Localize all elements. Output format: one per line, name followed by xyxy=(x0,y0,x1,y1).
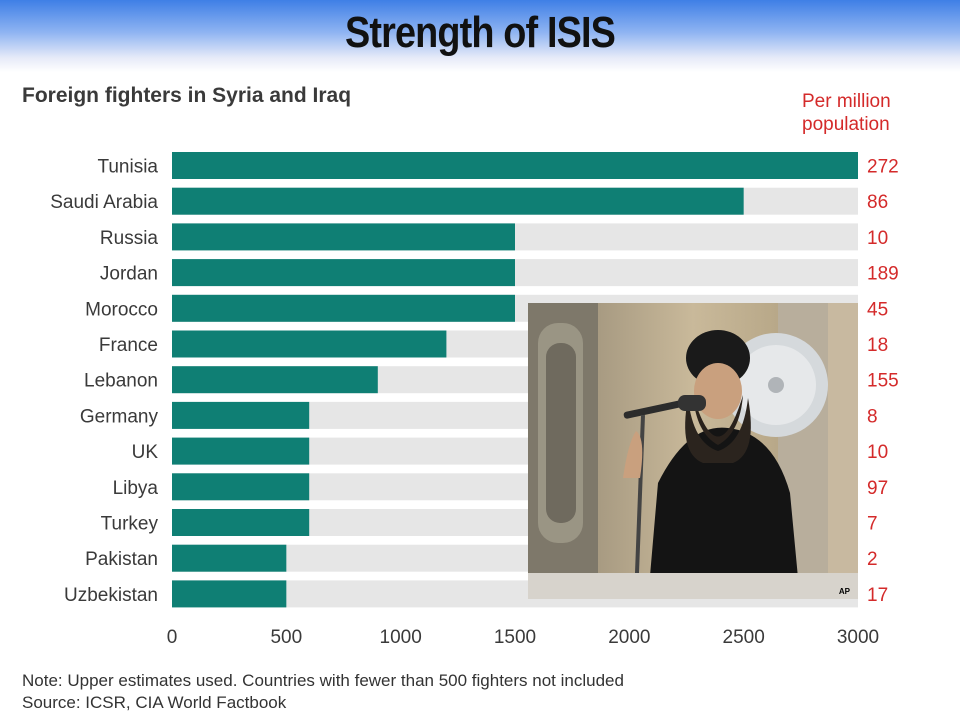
category-label: Lebanon xyxy=(84,371,158,392)
per-million-value: 45 xyxy=(867,299,888,320)
chart-title: Foreign fighters in Syria and Iraq xyxy=(22,84,352,107)
category-label: France xyxy=(99,335,158,356)
bar-morocco xyxy=(172,294,515,322)
per-million-value: 17 xyxy=(867,585,888,606)
bar-turkey xyxy=(172,509,310,536)
slide-title: Strength of ISIS xyxy=(344,8,616,57)
per-million-value: 18 xyxy=(867,335,888,356)
per-million-value: 7 xyxy=(867,514,878,535)
category-label: Turkey xyxy=(101,514,159,535)
chart-source: Source: ICSR, CIA World Factbook xyxy=(22,693,287,712)
x-tick-label: 1000 xyxy=(380,627,422,648)
category-label: Russia xyxy=(100,228,159,249)
per-million-value: 10 xyxy=(867,228,888,249)
category-label: Libya xyxy=(113,478,159,499)
per-million-value: 10 xyxy=(867,442,888,463)
category-label: Saudi Arabia xyxy=(50,192,158,213)
bar-saudi-arabia xyxy=(172,187,744,215)
inset-photo: AP xyxy=(528,303,858,599)
photo-watermark: AP xyxy=(839,587,851,596)
per-million-value: 97 xyxy=(867,478,888,499)
per-million-value: 86 xyxy=(867,192,888,213)
category-label: Germany xyxy=(80,406,159,427)
x-tick-label: 2000 xyxy=(608,627,650,648)
bar-uzbekistan xyxy=(172,580,287,608)
category-label: Jordan xyxy=(100,264,158,285)
bar-france xyxy=(172,330,447,358)
per-million-value: 2 xyxy=(867,549,878,570)
bar-germany xyxy=(172,401,310,429)
category-label: UK xyxy=(132,442,159,463)
per-million-header: Per million population xyxy=(802,91,891,135)
x-tick-label: 500 xyxy=(270,627,302,648)
bar-lebanon xyxy=(172,366,378,394)
x-tick-label: 1500 xyxy=(494,627,536,648)
bar-libya xyxy=(172,473,310,501)
per-million-value: 155 xyxy=(867,371,899,392)
per-million-value: 8 xyxy=(867,406,878,427)
x-tick-label: 3000 xyxy=(837,627,879,648)
per-million-value: 189 xyxy=(867,264,899,285)
bar-tunisia xyxy=(172,152,858,179)
category-label: Pakistan xyxy=(85,549,158,570)
per-million-value: 272 xyxy=(867,157,899,178)
photo-illustration: AP xyxy=(528,303,858,599)
bar-russia xyxy=(172,223,515,251)
bar-jordan xyxy=(172,259,515,287)
x-tick-label: 2500 xyxy=(723,627,765,648)
category-label: Morocco xyxy=(85,299,158,320)
category-label: Uzbekistan xyxy=(64,585,158,606)
bar-uk xyxy=(172,437,310,465)
category-label: Tunisia xyxy=(97,157,158,178)
bar-pakistan xyxy=(172,544,287,572)
x-tick-label: 0 xyxy=(167,627,178,648)
title-band xyxy=(0,0,960,72)
chart-note: Note: Upper estimates used. Countries wi… xyxy=(22,671,624,690)
